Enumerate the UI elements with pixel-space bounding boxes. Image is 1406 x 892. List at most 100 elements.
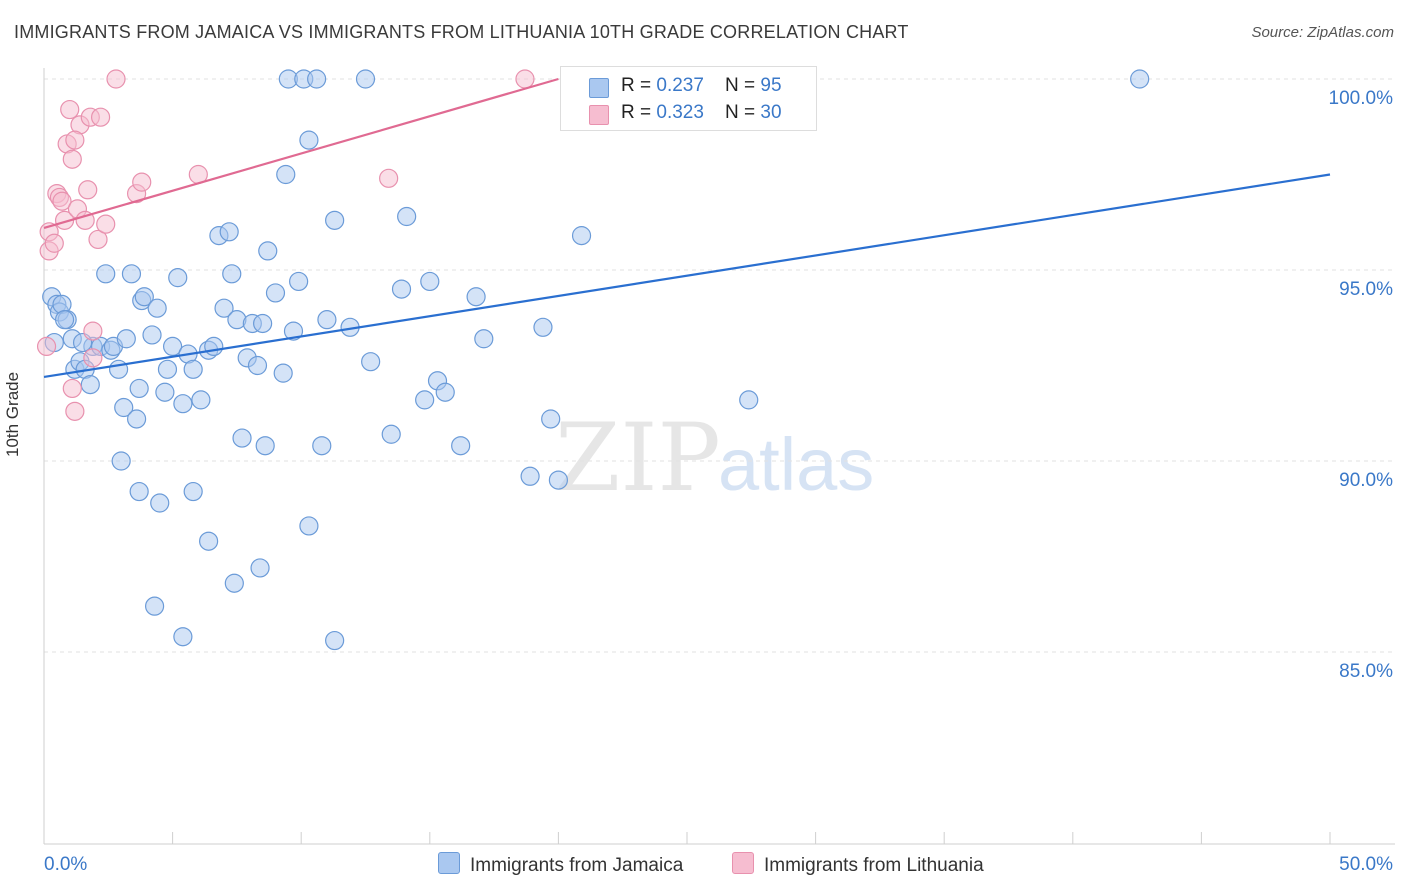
- jamaica-point: [96, 264, 116, 284]
- lithuania-point: [96, 214, 116, 234]
- jamaica-points: [42, 69, 1150, 651]
- y-tick-label: 85.0%: [1339, 661, 1393, 682]
- jamaica-n-label: N =: [725, 75, 761, 96]
- jamaica-point: [253, 313, 273, 334]
- jamaica-point: [168, 268, 188, 288]
- lithuania-point: [78, 180, 98, 200]
- lithuania-r-value: 0.323: [656, 102, 704, 123]
- jamaica-legend-swatch: [438, 852, 460, 874]
- jamaica-point: [142, 325, 162, 345]
- lithuania-legend-label: Immigrants from Lithuania: [764, 855, 984, 876]
- jamaica-point: [520, 466, 540, 486]
- y-tick-label: 95.0%: [1339, 279, 1393, 300]
- jamaica-point: [283, 321, 304, 341]
- jamaica-point: [451, 436, 471, 456]
- jamaica-point: [219, 222, 239, 242]
- jamaica-point: [739, 390, 759, 410]
- y-tick-label: 100.0%: [1329, 88, 1394, 109]
- lithuania-point: [65, 401, 85, 421]
- lithuania-legend-swatch: [732, 852, 754, 874]
- jamaica-point: [548, 470, 569, 490]
- jamaica-point: [111, 451, 131, 471]
- jamaica-point: [299, 130, 319, 150]
- lithuania-swatch: [589, 105, 609, 125]
- jamaica-point: [232, 428, 252, 448]
- lithuania-point: [90, 107, 111, 127]
- jamaica-point: [222, 264, 242, 284]
- lithuania-point: [515, 69, 535, 89]
- jamaica-point: [114, 397, 134, 418]
- jamaica-point: [435, 382, 455, 402]
- jamaica-point: [361, 352, 381, 372]
- bottom-legend-jamaica[interactable]: Immigrants from Jamaica: [438, 852, 683, 877]
- jamaica-point: [533, 317, 553, 337]
- jamaica-point: [325, 630, 345, 651]
- jamaica-point: [571, 226, 592, 246]
- jamaica-point: [80, 375, 100, 395]
- lithuania-point: [83, 321, 103, 341]
- jamaica-point: [204, 336, 224, 356]
- lithuania-trend-line: [43, 77, 559, 230]
- jamaica-point: [147, 298, 167, 318]
- jamaica-point: [250, 558, 270, 578]
- jamaica-point: [129, 378, 149, 399]
- watermark: ZIP atlas: [555, 404, 874, 513]
- chart-title: IMMIGRANTS FROM JAMAICA VS IMMIGRANTS FR…: [14, 22, 909, 42]
- jamaica-point: [183, 481, 203, 502]
- lithuania-point: [379, 168, 399, 188]
- jamaica-point: [173, 394, 193, 414]
- jamaica-point: [126, 409, 147, 429]
- jamaica-point: [317, 310, 337, 330]
- jamaica-point: [134, 287, 154, 307]
- jamaica-point: [191, 390, 211, 410]
- jamaica-point: [255, 436, 275, 456]
- jamaica-point: [381, 424, 401, 444]
- jamaica-point: [224, 573, 244, 593]
- jamaica-point: [474, 329, 494, 349]
- jamaica-point: [116, 329, 136, 349]
- jamaica-point: [276, 164, 296, 185]
- lithuania-point: [65, 130, 85, 150]
- lithuania-n-label: N =: [725, 102, 761, 123]
- jamaica-swatch: [589, 78, 609, 98]
- jamaica-point: [54, 310, 75, 330]
- jamaica-point: [144, 596, 165, 616]
- watermark-zip: ZIP: [555, 404, 721, 513]
- jamaica-point: [258, 241, 278, 261]
- tick-labels: 85.0% 90.0% 95.0% 100.0% 0.0% 50.0%: [44, 88, 1393, 875]
- lithuania-point: [83, 348, 103, 368]
- y-axis-label: 10th Grade: [3, 371, 22, 457]
- lithuania-point: [52, 191, 72, 211]
- jamaica-point: [129, 481, 149, 502]
- jamaica-point: [157, 359, 178, 379]
- jamaica-n-value: 95: [760, 75, 782, 96]
- jamaica-point: [307, 69, 327, 89]
- jamaica-point: [163, 336, 183, 356]
- lithuania-point: [62, 149, 82, 169]
- bottom-legend-lithuania[interactable]: Immigrants from Lithuania: [732, 852, 984, 877]
- jamaica-point: [121, 264, 142, 284]
- lithuania-point: [132, 172, 152, 192]
- lithuania-point: [44, 233, 64, 253]
- axes: [43, 68, 1395, 845]
- lithuania-r-label: R =: [621, 102, 657, 123]
- jamaica-legend-label: Immigrants from Jamaica: [470, 855, 684, 876]
- jamaica-point: [391, 279, 412, 299]
- jamaica-point: [265, 283, 286, 303]
- jamaica-point: [289, 271, 309, 292]
- jamaica-point: [199, 531, 219, 551]
- jamaica-point: [214, 298, 234, 318]
- jamaica-point: [312, 436, 332, 456]
- lithuania-point: [88, 229, 108, 250]
- jamaica-point: [155, 382, 175, 402]
- jamaica-point: [183, 359, 203, 379]
- jamaica-point: [1130, 69, 1150, 89]
- jamaica-point: [466, 287, 486, 307]
- watermark-atlas: atlas: [718, 423, 874, 506]
- jamaica-point: [299, 516, 319, 536]
- jamaica-trend-line: [43, 173, 1331, 379]
- stats-legend: R = 0.237 N = 95 R = 0.323 N = 30: [560, 66, 817, 131]
- jamaica-point: [150, 493, 170, 513]
- jamaica-point: [397, 206, 417, 227]
